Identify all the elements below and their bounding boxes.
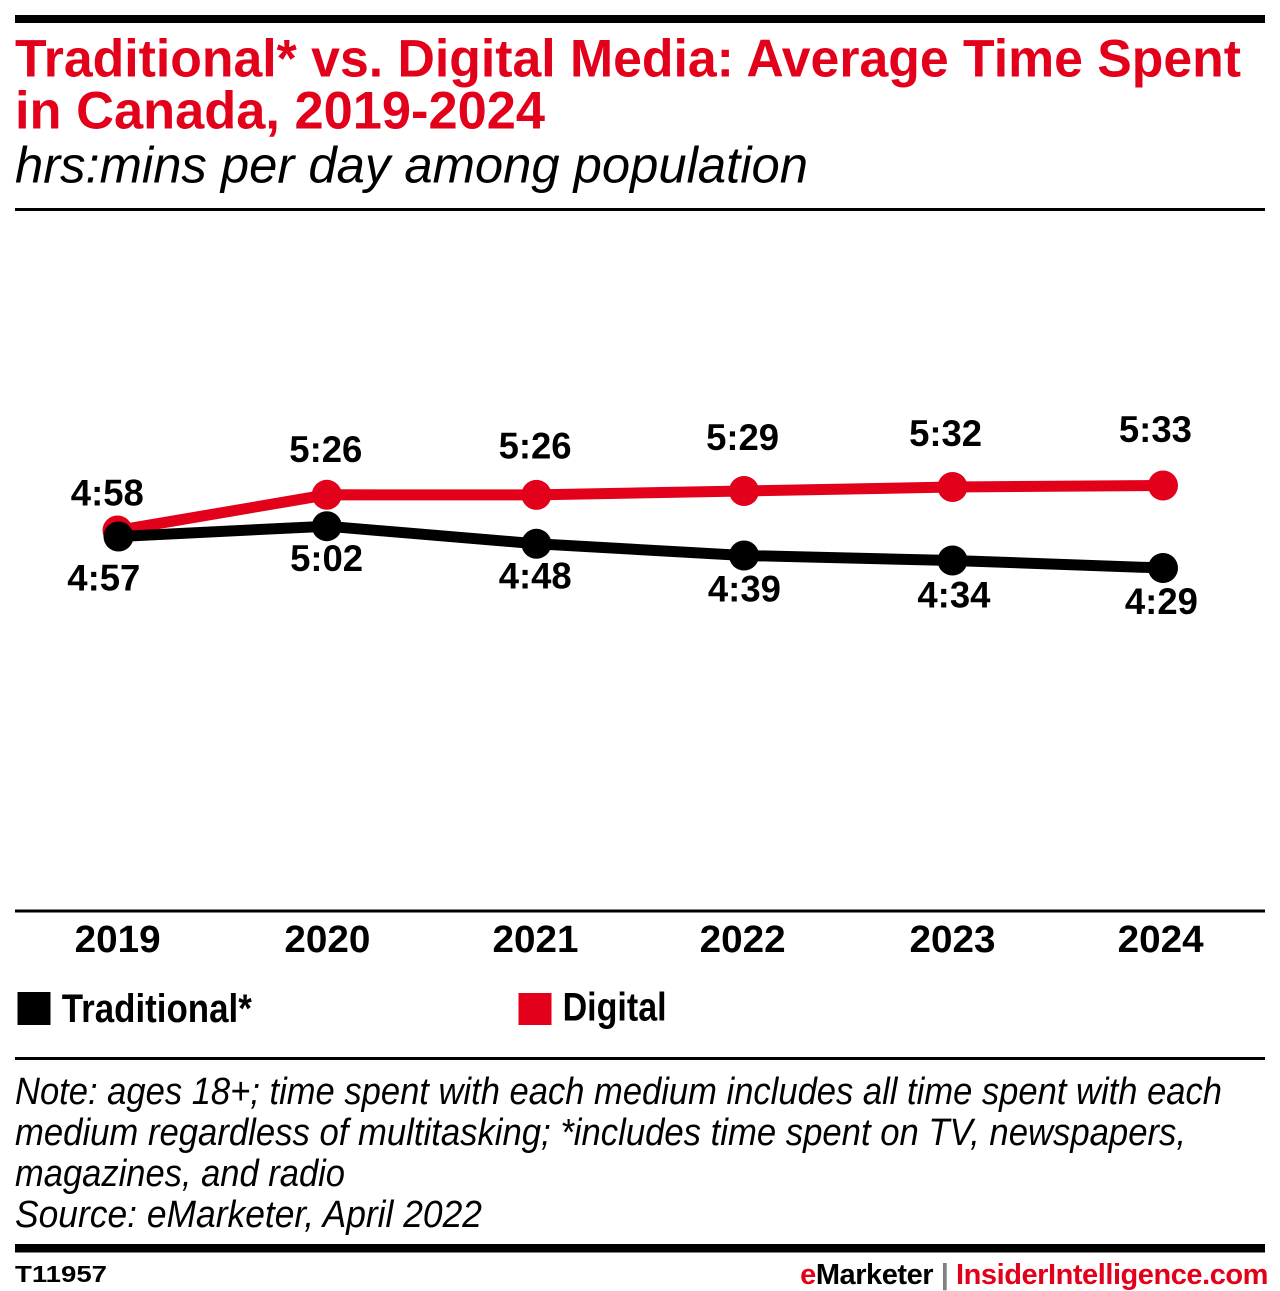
svg-text:Traditional*: Traditional* — [62, 987, 252, 1031]
svg-text:5:26: 5:26 — [499, 426, 572, 467]
svg-text:5:29: 5:29 — [706, 417, 779, 458]
svg-text:eMarketer | InsiderIntelligenc: eMarketer | InsiderIntelligence.com — [800, 1259, 1268, 1291]
svg-text:2021: 2021 — [493, 919, 579, 961]
svg-text:Digital: Digital — [563, 986, 667, 1030]
svg-text:4:34: 4:34 — [917, 575, 990, 616]
svg-text:medium regardless of multitask: medium regardless of multitasking; *incl… — [15, 1112, 1186, 1154]
svg-text:2023: 2023 — [910, 919, 996, 961]
svg-text:hrs:mins per day among populat: hrs:mins per day among population — [15, 137, 808, 194]
svg-text:2022: 2022 — [700, 919, 786, 961]
svg-text:5:33: 5:33 — [1119, 409, 1192, 450]
svg-text:Note: ages 18+; time spent wit: Note: ages 18+; time spent with each med… — [15, 1071, 1222, 1113]
svg-text:5:26: 5:26 — [289, 429, 362, 470]
svg-text:in Canada, 2019-2024: in Canada, 2019-2024 — [15, 82, 546, 141]
svg-text:4:48: 4:48 — [499, 556, 572, 597]
svg-text:4:29: 4:29 — [1125, 581, 1198, 622]
svg-text:4:58: 4:58 — [71, 473, 144, 514]
svg-text:magazines, and radio: magazines, and radio — [15, 1153, 345, 1195]
svg-text:Source: eMarketer, April 2022: Source: eMarketer, April 2022 — [15, 1194, 482, 1236]
svg-text:T11957: T11957 — [15, 1261, 107, 1287]
svg-text:4:39: 4:39 — [708, 568, 781, 609]
svg-text:2024: 2024 — [1118, 919, 1204, 961]
svg-text:5:02: 5:02 — [290, 538, 363, 579]
svg-text:4:57: 4:57 — [67, 558, 140, 599]
svg-text:Traditional* vs. Digital Media: Traditional* vs. Digital Media: Average … — [15, 30, 1241, 89]
svg-text:2019: 2019 — [75, 919, 161, 961]
svg-text:5:32: 5:32 — [909, 413, 982, 454]
svg-text:2020: 2020 — [284, 919, 370, 961]
